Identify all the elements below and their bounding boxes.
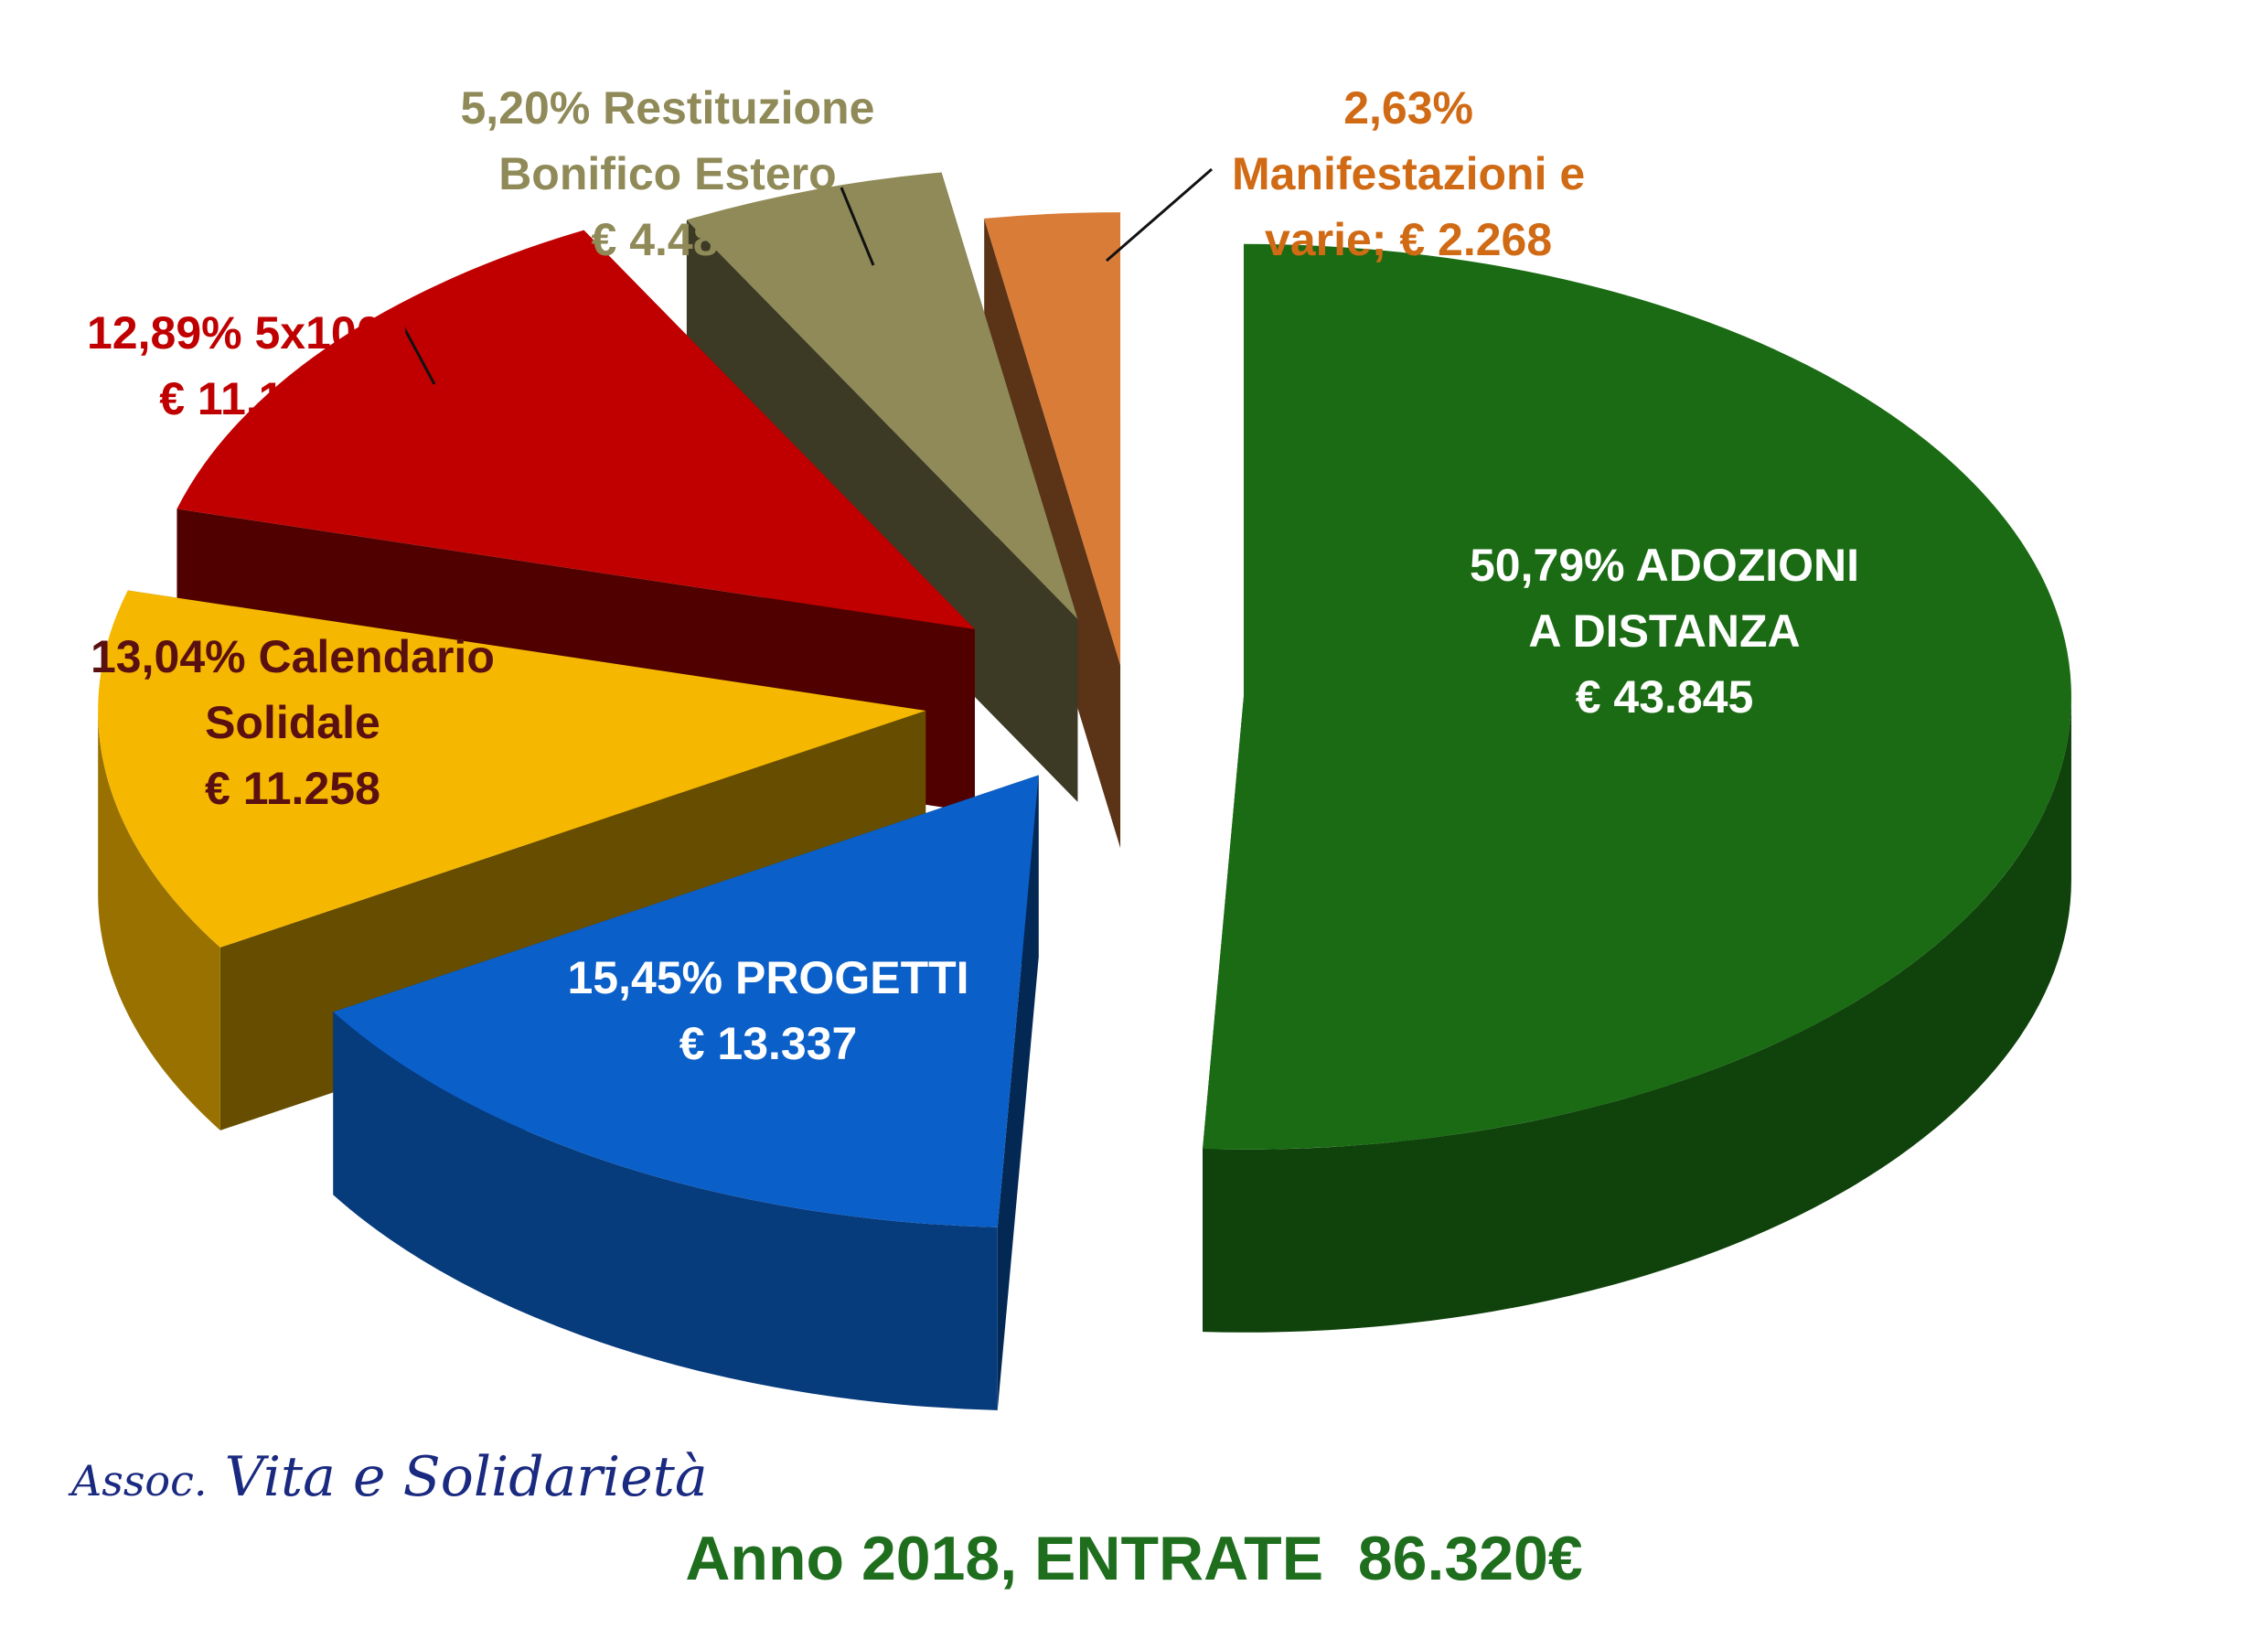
slice-label: 15,45% PROGETTI € 13.337 <box>568 945 969 1077</box>
pie-slice <box>177 230 975 629</box>
slice-label-line: € 43.845 <box>1575 671 1754 723</box>
slice-label: 13,04% Calendario Solidale € 11.258 <box>91 624 495 821</box>
slice-label-line: Solidale <box>205 697 380 748</box>
pie-slice <box>98 590 926 948</box>
leader-line <box>1106 167 1213 262</box>
slice-label: 5,20% Restituzione Bonifico Estero € 4.488 <box>461 75 875 273</box>
pie-slice <box>984 212 1121 666</box>
organization-prefix: Assoc. <box>71 1456 208 1505</box>
slice-outer-wall <box>98 710 220 1130</box>
pie-slice <box>333 775 1039 1227</box>
organization-name: Assoc. Vita e Solidarietà <box>71 1445 708 1509</box>
slice-label-line: € 11.124 <box>159 373 336 424</box>
slice-label-line: 12,89% 5x1000 <box>87 307 408 359</box>
slice-label-line: 5,20% Restituzione <box>460 82 875 134</box>
chart-footer-title: Anno 2018, ENTRATE 86.320€ <box>685 1524 1583 1593</box>
slice-label-line: 50,79% ADOZIONI <box>1470 540 1860 591</box>
leader-line <box>840 187 875 266</box>
slice-label-line: Manifestazioni e <box>1232 148 1586 199</box>
leader-line <box>401 324 436 385</box>
slice-label-line: € 13.337 <box>679 1018 858 1069</box>
slice-label-line: 2,63% <box>1343 82 1473 134</box>
slice-label-line: Bonifico Estero <box>498 148 837 199</box>
slice-label-line: 15,45% PROGETTI <box>567 952 969 1003</box>
pie-slice <box>1203 243 2071 1150</box>
pie-slice <box>686 172 1078 619</box>
slice-label-line: A DISTANZA <box>1528 605 1801 657</box>
slice-label-line: € 11.258 <box>205 763 380 814</box>
slice-label-line: € 4.488 <box>591 214 744 265</box>
slice-label: 2,63% Manifestazioni e varie; € 2.268 <box>1232 75 1585 273</box>
slice-label: 50,79% ADOZIONI A DISTANZA € 43.845 <box>1470 532 1859 730</box>
slice-label-line: 13,04% Calendario <box>91 631 495 682</box>
slice-side-wall <box>686 220 1078 802</box>
slice-side-wall <box>984 218 1121 849</box>
organization-title: Vita e Solidarietà <box>224 1445 708 1509</box>
slice-outer-wall <box>333 1012 998 1410</box>
slice-outer-wall <box>1203 696 2071 1333</box>
slice-label-line: varie; € 2.268 <box>1265 214 1553 265</box>
slice-label: 12,89% 5x1000 € 11.124 <box>87 300 407 432</box>
